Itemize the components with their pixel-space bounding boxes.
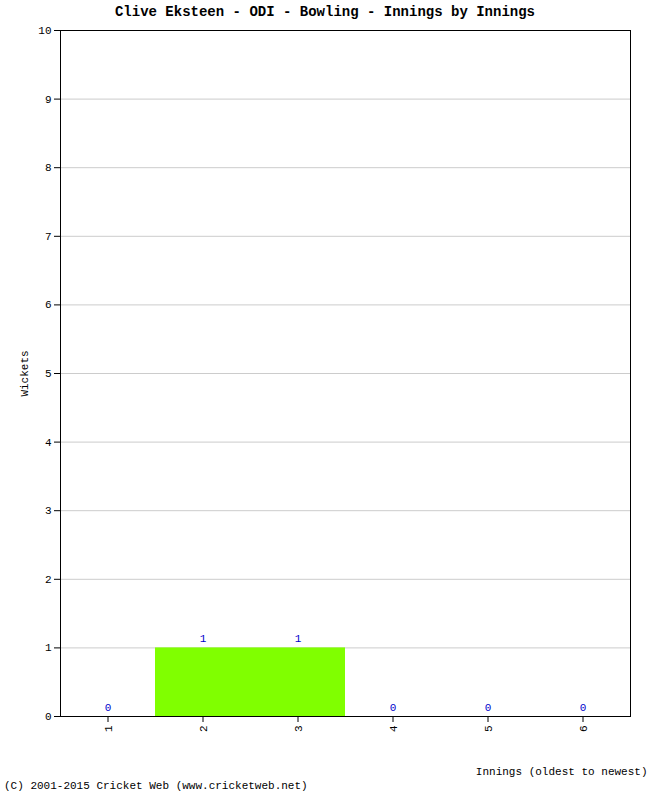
svg-text:6: 6 bbox=[45, 299, 52, 311]
html-text:(C) 2001-2015 Cricket Web (www: (C) 2001-2015 Cricket Web (www.cricketwe… bbox=[4, 780, 308, 792]
svg-text:10: 10 bbox=[38, 25, 51, 37]
svg-text:0: 0 bbox=[45, 711, 52, 723]
svg-text:1: 1 bbox=[45, 642, 52, 654]
svg-text:0: 0 bbox=[485, 702, 492, 714]
svg-text:5: 5 bbox=[483, 726, 495, 733]
svg-text:2: 2 bbox=[45, 574, 52, 586]
svg-text:8: 8 bbox=[45, 162, 52, 174]
svg-text:2: 2 bbox=[198, 726, 210, 733]
svg-text:3: 3 bbox=[293, 726, 305, 733]
svg-text:4: 4 bbox=[388, 725, 400, 732]
svg-text:9: 9 bbox=[45, 94, 52, 106]
svg-text:0: 0 bbox=[105, 702, 112, 714]
svg-text:7: 7 bbox=[45, 231, 52, 243]
svg-text:3: 3 bbox=[45, 505, 52, 517]
svg-text:Wickets: Wickets bbox=[19, 350, 31, 396]
svg-text:1: 1 bbox=[200, 633, 207, 645]
svg-text:0: 0 bbox=[580, 702, 587, 714]
svg-text:5: 5 bbox=[45, 368, 52, 380]
svg-text:1: 1 bbox=[103, 725, 115, 732]
svg-text:4: 4 bbox=[45, 437, 52, 449]
svg-text:Innings (oldest to newest): Innings (oldest to newest) bbox=[476, 766, 648, 778]
html-text:Clive Eksteen - ODI - Bowling: Clive Eksteen - ODI - Bowling - Innings … bbox=[115, 4, 535, 20]
svg-text:6: 6 bbox=[578, 726, 590, 733]
svg-text:1: 1 bbox=[295, 633, 302, 645]
svg-text:0: 0 bbox=[390, 702, 397, 714]
